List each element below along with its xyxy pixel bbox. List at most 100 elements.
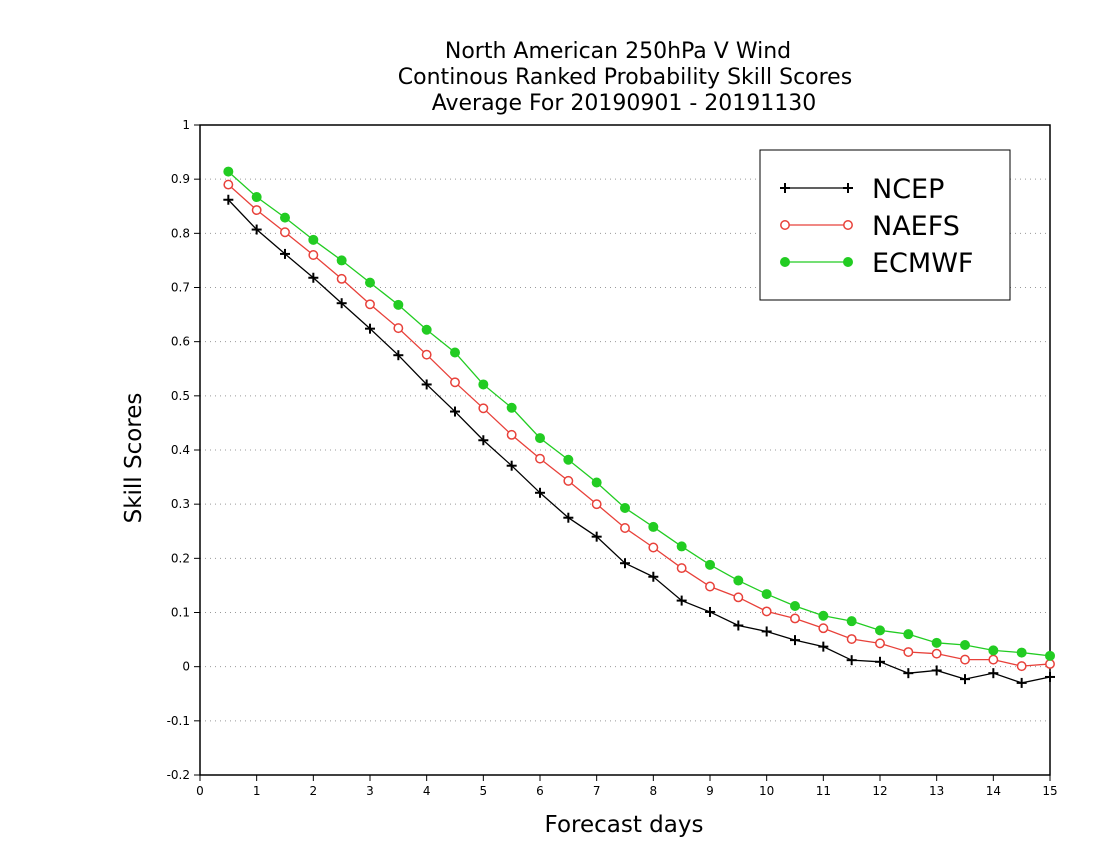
data-point-ecmwf xyxy=(421,324,432,335)
y-tick-label: -0.1 xyxy=(167,714,190,728)
data-point-ecmwf xyxy=(676,541,687,552)
data-point-naefs xyxy=(478,403,489,414)
data-point-ncep xyxy=(931,665,942,676)
title-line-1: North American 250hPa V Wind xyxy=(445,39,791,64)
data-point-ecmwf xyxy=(790,601,800,611)
y-tick-label: 0.4 xyxy=(171,443,190,457)
data-point-naefs xyxy=(875,638,885,649)
data-point-ncep xyxy=(336,298,347,309)
data-point-naefs xyxy=(761,606,772,617)
data-point-ecmwf xyxy=(308,234,319,245)
data-point-ncep xyxy=(875,656,885,667)
data-point-ncep xyxy=(988,668,999,679)
data-point-ecmwf xyxy=(733,575,744,586)
data-point-ecmwf xyxy=(931,637,942,648)
data-point-ecmwf xyxy=(988,645,999,656)
data-point-naefs xyxy=(535,453,545,464)
axes: -0.2-0.100.10.20.30.40.50.60.70.80.910 1 2… xyxy=(167,118,1058,798)
data-point-naefs xyxy=(846,634,857,644)
data-point-naefs xyxy=(1045,659,1055,669)
series-group xyxy=(223,166,1055,688)
data-point-ncep xyxy=(1045,671,1055,682)
y-tick-label: -0.2 xyxy=(167,768,190,782)
data-point-ecmwf xyxy=(591,477,602,488)
title-line-2: Continous Ranked Probability Skill Score… xyxy=(398,65,852,90)
y-tick-label: 1 xyxy=(182,118,190,132)
data-point-naefs xyxy=(705,581,715,592)
x-tick-label: 15 xyxy=(1042,784,1057,798)
x-tick-label: 6 xyxy=(536,784,544,798)
data-point-naefs xyxy=(903,647,914,657)
legend-marker-ecmwf xyxy=(843,257,853,267)
x-tick-label: 8 xyxy=(650,784,658,798)
legend-marker-ecmwf xyxy=(780,257,790,267)
data-point-naefs xyxy=(365,299,375,310)
x-tick-label: 11 xyxy=(816,784,831,798)
data-point-ncep xyxy=(535,487,545,498)
data-point-ecmwf xyxy=(251,192,262,203)
data-point-ncep xyxy=(563,512,574,523)
data-point-ecmwf xyxy=(1045,650,1055,661)
legend: NCEP NAEFS ECMWF xyxy=(759,149,1011,301)
y-tick-label: 0.5 xyxy=(171,389,190,403)
data-point-naefs xyxy=(421,349,432,360)
data-point-ncep xyxy=(478,435,489,446)
data-point-naefs xyxy=(336,273,347,284)
x-tick-label: 5 xyxy=(480,784,488,798)
x-tick-label: 13 xyxy=(929,784,944,798)
y-tick-label: 0.1 xyxy=(171,606,190,620)
data-point-naefs xyxy=(506,429,517,440)
data-point-naefs xyxy=(790,613,800,624)
data-point-ncep xyxy=(591,531,602,542)
y-tick-label: 0.8 xyxy=(171,226,190,240)
data-point-ncep xyxy=(903,668,914,679)
data-point-ecmwf xyxy=(535,433,545,444)
data-point-ncep xyxy=(393,350,404,361)
data-point-naefs xyxy=(960,654,970,665)
data-point-ncep xyxy=(790,635,800,646)
x-tick-label: 0 xyxy=(196,784,204,798)
title-line-3: Average For 20190901 - 20191130 xyxy=(432,91,817,116)
data-point-ecmwf xyxy=(478,379,489,390)
data-point-naefs xyxy=(563,475,574,486)
data-point-ncep xyxy=(733,620,744,631)
data-point-ecmwf xyxy=(280,212,290,223)
data-point-naefs xyxy=(1016,661,1027,672)
legend-label-ncep: NCEP xyxy=(872,174,944,205)
x-tick-label: 4 xyxy=(423,784,431,798)
data-point-ncep xyxy=(846,655,857,666)
data-point-ncep xyxy=(421,379,432,390)
data-point-ecmwf xyxy=(705,559,715,570)
data-point-naefs xyxy=(223,179,234,190)
data-point-ncep xyxy=(705,606,715,617)
x-tick-label: 7 xyxy=(593,784,601,798)
data-point-naefs xyxy=(648,542,659,553)
data-point-ecmwf xyxy=(1016,647,1027,658)
y-tick-label: 0.2 xyxy=(171,551,190,565)
data-point-ncep xyxy=(648,571,659,582)
data-point-naefs xyxy=(988,654,999,665)
data-point-ecmwf xyxy=(223,166,234,177)
y-tick-label: 0.7 xyxy=(171,281,190,295)
y-axis-label: Skill Scores xyxy=(121,393,147,524)
data-point-naefs xyxy=(251,205,262,215)
data-point-naefs xyxy=(676,563,687,574)
data-point-naefs xyxy=(591,499,602,510)
data-point-ncep xyxy=(818,641,829,652)
data-point-ecmwf xyxy=(648,521,659,532)
data-point-naefs xyxy=(733,592,744,603)
data-point-ecmwf xyxy=(846,616,857,627)
data-point-naefs xyxy=(450,377,460,388)
data-point-ncep xyxy=(365,323,375,334)
data-point-ecmwf xyxy=(506,402,517,413)
y-tick-label: 0.9 xyxy=(171,172,190,186)
data-point-naefs xyxy=(931,648,942,659)
data-point-naefs xyxy=(280,227,290,238)
legend-marker-naefs xyxy=(843,220,853,230)
data-point-naefs xyxy=(393,323,404,334)
data-point-ecmwf xyxy=(818,610,829,621)
y-tick-label: 0.6 xyxy=(171,335,190,349)
data-point-ecmwf xyxy=(563,454,574,465)
data-point-ecmwf xyxy=(761,589,772,600)
data-point-ncep xyxy=(506,460,517,471)
